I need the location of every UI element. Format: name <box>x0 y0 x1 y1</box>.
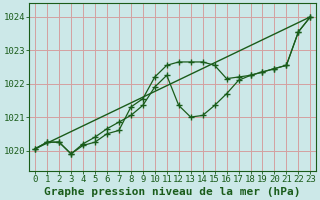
X-axis label: Graphe pression niveau de la mer (hPa): Graphe pression niveau de la mer (hPa) <box>44 186 301 197</box>
